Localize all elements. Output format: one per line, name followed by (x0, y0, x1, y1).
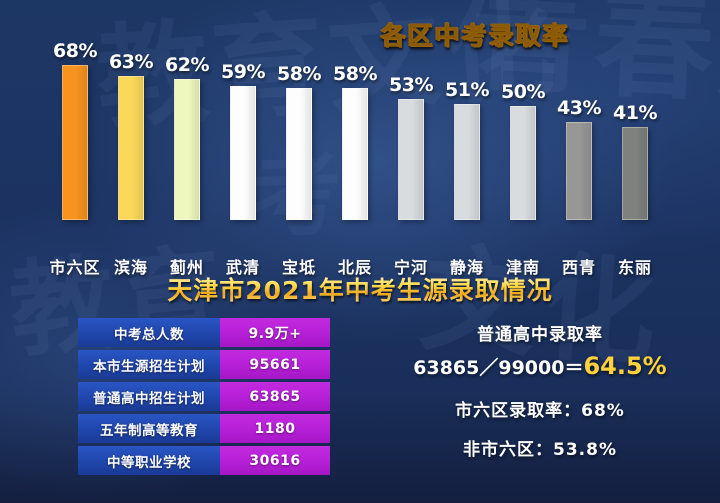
bar-column: 63% (109, 30, 153, 220)
bar-value-label: 51% (445, 79, 489, 101)
bar-rect (230, 86, 256, 220)
summary-formula-prefix: 63865／99000＝ (413, 357, 584, 379)
bar-column: 50% (501, 30, 545, 220)
table-row-label: 中考总人数 (78, 318, 220, 347)
chart-title: 各区中考录取率 (0, 16, 720, 52)
axis-category-label: 武清 (225, 258, 260, 277)
table-row-label: 中等职业学校 (78, 446, 220, 475)
bar-rect (118, 76, 144, 220)
summary-formula-highlight: 64.5% (583, 352, 667, 380)
axis-category-label: 蓟州 (169, 258, 204, 277)
table-row-label: 本市生源招生计划 (78, 350, 220, 379)
table-row-value: 63865 (220, 382, 330, 411)
table-row-value: 30616 (220, 446, 330, 475)
stats-table: 中考总人数 9.9万+ 本市生源招生计划 95661 普通高中招生计划 63865 五年制高… (78, 318, 330, 478)
bar-rect (62, 65, 88, 220)
section-title: 天津市2021年中考生源录取情况 (0, 271, 720, 307)
bar-column: 62% (165, 30, 209, 220)
axis-category-label: 津南 (505, 258, 540, 277)
axis-category-label: 静海 (449, 258, 484, 277)
axis-category-label: 北辰 (337, 258, 372, 277)
axis-category-label: 西青 (561, 258, 596, 277)
bar-column: 43% (557, 30, 601, 220)
bar-column: 58% (333, 30, 377, 220)
bar-value-label: 59% (221, 61, 265, 83)
bar-value-label: 58% (277, 63, 321, 85)
bar-column: 59% (221, 30, 265, 220)
axis-category-label: 宝坻 (281, 258, 316, 277)
bar-value-label: 63% (109, 51, 153, 73)
table-row: 普通高中招生计划 63865 (78, 382, 330, 411)
table-row: 本市生源招生计划 95661 (78, 350, 330, 379)
table-row: 五年制高等教育 1180 (78, 414, 330, 443)
axis-category-label: 市六区 (49, 258, 101, 277)
summary-heading: 普通高中录取率 (477, 325, 603, 345)
bar-value-label: 62% (165, 54, 209, 76)
bar-rect (174, 79, 200, 220)
bar-rect (622, 127, 648, 220)
bar-rect (286, 88, 312, 220)
bar-value-label: 68% (53, 40, 97, 62)
table-row: 中考总人数 9.9万+ (78, 318, 330, 347)
bar-column: 51% (445, 30, 489, 220)
bar-value-label: 53% (389, 74, 433, 96)
axis-category-label: 宁河 (393, 258, 428, 277)
table-row-value: 9.9万+ (220, 318, 330, 347)
bar-column: 53% (389, 30, 433, 220)
summary-formula: 63865／99000＝64.5% (370, 352, 710, 380)
summary-block: 普通高中录取率 63865／99000＝64.5% 市六区录取率：68% 非市六… (370, 320, 710, 474)
axis-category-label: 东丽 (617, 258, 652, 277)
bar-column: 41% (613, 30, 657, 220)
table-row-value: 95661 (220, 350, 330, 379)
table-row-value: 1180 (220, 414, 330, 443)
bar-value-label: 58% (333, 63, 377, 85)
bar-rect (566, 122, 592, 220)
summary-non-city-six-rate: 非市六区：53.8% (463, 440, 617, 460)
bar-column: 68% (53, 30, 97, 220)
bar-rect (510, 106, 536, 220)
table-row-label: 五年制高等教育 (78, 414, 220, 443)
bar-rect (342, 88, 368, 220)
bar-value-label: 50% (501, 81, 545, 103)
bar-value-label: 41% (613, 102, 657, 124)
table-row: 中等职业学校 30616 (78, 446, 330, 475)
axis-category-label: 滨海 (113, 258, 148, 277)
bar-rect (398, 99, 424, 220)
table-row-label: 普通高中招生计划 (78, 382, 220, 411)
bar-rect (454, 104, 480, 220)
summary-city-six-rate: 市六区录取率：68% (455, 401, 625, 421)
bar-value-label: 43% (557, 97, 601, 119)
bar-chart: 68% 市六区 63% 滨海 62% 蓟州 59% 武清 58% 宝坻 58% 北辰 53% 宁河 51% 静… (49, 30, 672, 277)
bar-column: 58% (277, 30, 321, 220)
